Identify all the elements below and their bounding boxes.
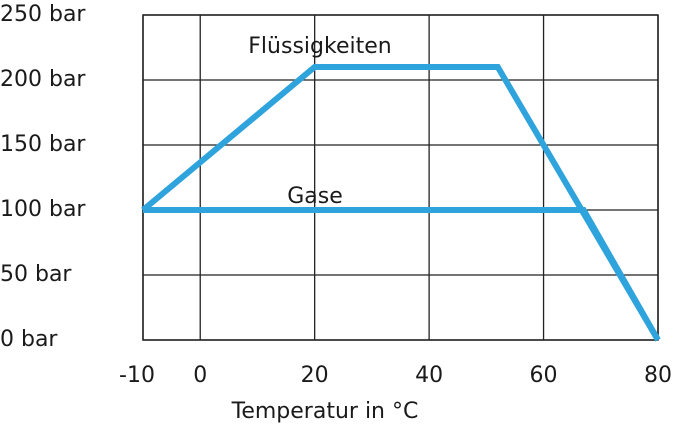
x-tick-label: 40: [415, 363, 443, 388]
y-tick-label: 100 bar: [0, 197, 86, 222]
x-tick-label: -10: [119, 363, 155, 388]
series-label: Gase: [287, 184, 343, 209]
x-tick-label: 80: [644, 363, 672, 388]
line-series: [141, 64, 661, 342]
y-tick-label: 200 bar: [0, 67, 86, 92]
line-series: [143, 207, 661, 342]
x-axis-title: Temperatur in °C: [231, 399, 419, 424]
series-label: Flüssigkeiten: [248, 34, 391, 59]
y-tick-label: 150 bar: [0, 132, 86, 157]
y-tick-label: 0 bar: [0, 327, 58, 352]
plot-frame: [142, 14, 659, 341]
y-tick-label: 250 bar: [0, 2, 86, 27]
x-tick-label: 60: [530, 363, 558, 388]
y-tick-label: 50 bar: [0, 262, 72, 287]
x-tick-label: 20: [301, 363, 329, 388]
x-tick-label: 0: [193, 363, 207, 388]
